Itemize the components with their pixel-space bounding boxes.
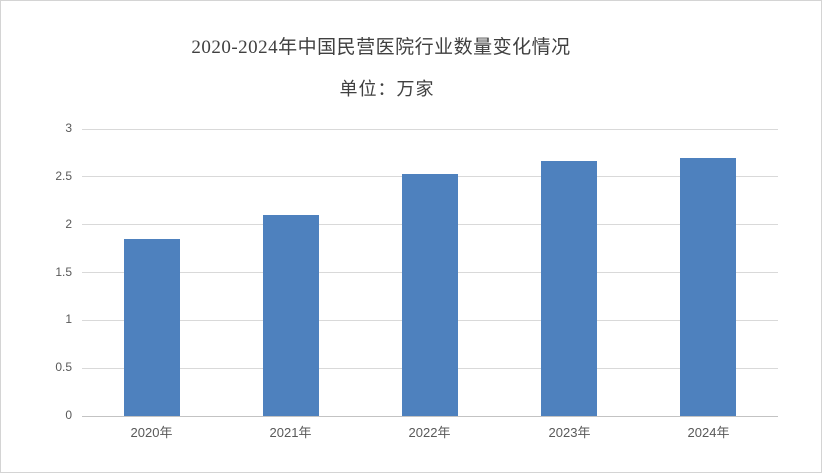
bar [541, 161, 597, 416]
x-tick-label: 2024年 [687, 425, 730, 440]
x-tick-label: 2022年 [408, 425, 451, 440]
y-axis: 0 0.5 1 1.5 2 2.5 3 [1, 121, 72, 422]
y-tick-label: 1.5 [55, 265, 72, 279]
y-tick-label: 1 [65, 312, 72, 326]
y-tick-label: 2.5 [55, 169, 72, 183]
x-tick-label: 2023年 [548, 425, 591, 440]
y-tick-label: 0 [65, 408, 72, 422]
y-tick-label: 2 [65, 217, 72, 231]
y-tick-label: 3 [65, 121, 72, 135]
bar [402, 174, 458, 416]
x-tick-label: 2020年 [130, 425, 173, 440]
x-axis-line [82, 416, 778, 417]
bar [263, 215, 319, 416]
x-tick-label: 2021年 [269, 425, 312, 440]
gridline [82, 129, 778, 130]
chart-title: 2020-2024年中国民营医院行业数量变化情况 [191, 37, 571, 58]
x-axis: 2020年 2021年 2022年 2023年 2024年 [82, 422, 778, 440]
chart-unit-label: 单位：万家 [339, 79, 435, 99]
bar [680, 158, 736, 416]
plot-area [82, 129, 778, 417]
bar [124, 239, 180, 416]
y-tick-label: 0.5 [55, 360, 72, 374]
